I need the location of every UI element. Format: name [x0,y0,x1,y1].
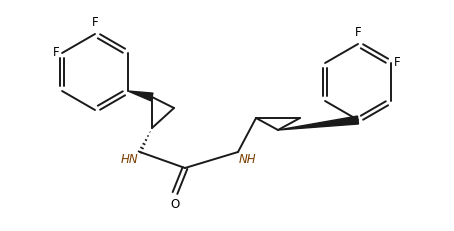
Polygon shape [128,91,153,101]
Polygon shape [278,116,359,130]
Text: NH: NH [239,153,257,166]
Text: HN: HN [120,153,138,166]
Text: F: F [394,57,400,70]
Text: F: F [53,46,59,60]
Text: O: O [170,198,180,211]
Text: F: F [355,26,361,39]
Text: F: F [92,16,99,29]
